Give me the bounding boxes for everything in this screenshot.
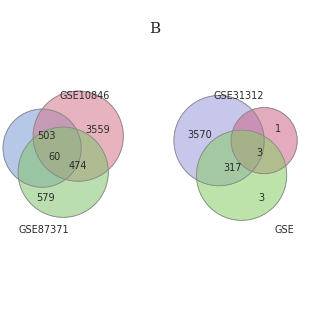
Text: 474: 474 [69, 161, 87, 171]
Text: B: B [150, 22, 161, 36]
Circle shape [231, 108, 297, 174]
Text: 3570: 3570 [187, 130, 212, 140]
Text: GSE87371: GSE87371 [18, 225, 69, 236]
Text: 3: 3 [258, 193, 264, 203]
Text: GSE10846: GSE10846 [59, 91, 109, 101]
Circle shape [3, 109, 81, 187]
Text: 60: 60 [48, 152, 60, 162]
Text: GSE31312: GSE31312 [213, 91, 264, 101]
Text: 3: 3 [257, 148, 263, 158]
Text: 3559: 3559 [85, 125, 110, 135]
Circle shape [33, 91, 123, 181]
Text: 317: 317 [223, 163, 242, 173]
Text: GSE: GSE [275, 225, 294, 236]
Circle shape [174, 95, 264, 186]
Text: 1: 1 [275, 124, 281, 134]
Text: 503: 503 [37, 131, 56, 141]
Circle shape [18, 127, 108, 217]
Text: 579: 579 [36, 193, 54, 203]
Circle shape [196, 130, 287, 220]
